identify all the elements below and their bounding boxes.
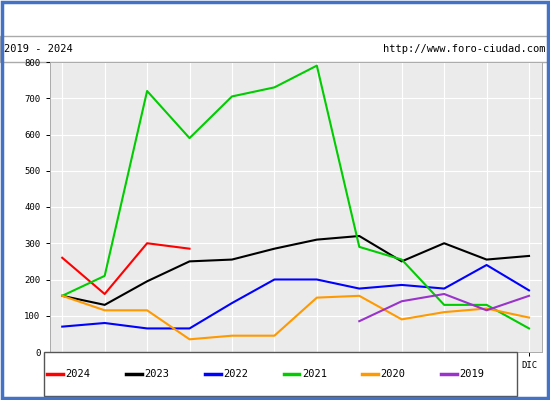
Text: 2019 - 2024: 2019 - 2024	[4, 44, 73, 54]
FancyBboxPatch shape	[44, 352, 517, 396]
Text: 2022: 2022	[223, 369, 248, 379]
Text: Evolucion Nº Turistas Extranjeros en el municipio de Herrera del Duque: Evolucion Nº Turistas Extranjeros en el …	[37, 12, 513, 24]
Text: 2023: 2023	[144, 369, 169, 379]
Text: 2024: 2024	[65, 369, 90, 379]
Text: http://www.foro-ciudad.com: http://www.foro-ciudad.com	[383, 44, 546, 54]
Text: 2020: 2020	[381, 369, 405, 379]
Text: 2021: 2021	[302, 369, 327, 379]
Text: 2019: 2019	[459, 369, 485, 379]
